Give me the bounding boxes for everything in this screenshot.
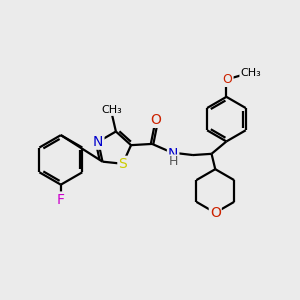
Text: O: O [150,113,161,127]
Text: F: F [57,193,65,206]
Text: N: N [93,135,104,149]
Text: O: O [223,73,232,86]
Text: CH₃: CH₃ [240,68,261,78]
Text: O: O [210,206,221,220]
Text: N: N [168,147,178,161]
Text: H: H [169,155,178,169]
Text: CH₃: CH₃ [102,105,123,115]
Text: S: S [118,157,127,171]
